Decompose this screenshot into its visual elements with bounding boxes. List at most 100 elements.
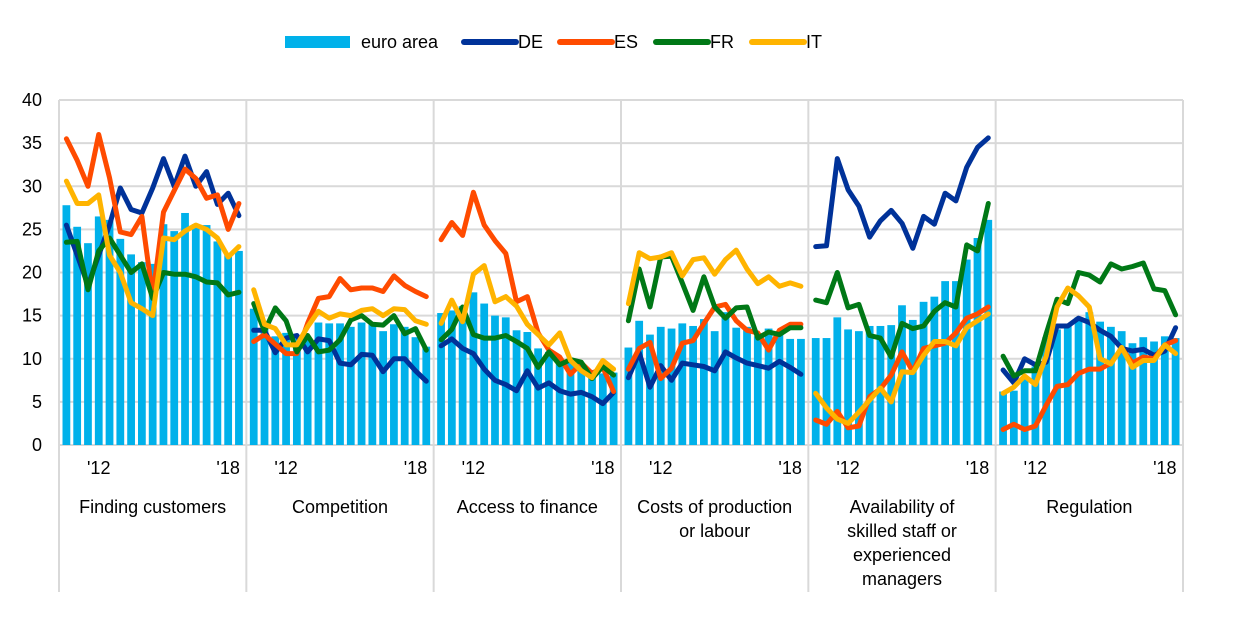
x-tick-label: '18 bbox=[591, 458, 614, 478]
bar-euro-area bbox=[1160, 336, 1169, 445]
panel-competition: '12 '18 Competition bbox=[249, 273, 431, 517]
legend-label: euro area bbox=[361, 32, 439, 52]
bar-euro-area bbox=[854, 331, 863, 445]
bar-euro-area bbox=[170, 231, 179, 445]
bar-euro-area bbox=[1139, 337, 1148, 445]
bar-euro-area bbox=[62, 205, 71, 445]
bar-euro-area bbox=[822, 338, 831, 445]
bar-euro-area bbox=[191, 224, 200, 445]
x-tick-label: '18 bbox=[404, 458, 427, 478]
bar-euro-area bbox=[930, 296, 939, 445]
bar-euro-area bbox=[480, 303, 489, 445]
line-de bbox=[813, 135, 991, 251]
bar-euro-area bbox=[181, 212, 189, 445]
bar-euro-area bbox=[919, 301, 928, 445]
y-tick-label: 20 bbox=[22, 263, 42, 283]
bar-euro-area bbox=[667, 328, 676, 445]
bar-euro-area bbox=[379, 331, 388, 445]
legend: euro area DE ES FR IT bbox=[285, 32, 822, 52]
y-axis: 0 5 10 15 20 25 30 35 40 bbox=[22, 90, 42, 455]
bar-euro-area bbox=[282, 332, 290, 445]
legend-item-euro-area: euro area bbox=[285, 32, 439, 52]
bar-euro-area bbox=[566, 360, 575, 445]
bar-euro-area bbox=[1128, 343, 1137, 445]
line-it bbox=[438, 263, 617, 381]
bar-euro-area bbox=[73, 226, 82, 445]
bar-euro-area bbox=[138, 262, 146, 445]
bar-euro-area bbox=[545, 351, 553, 445]
y-tick-label: 30 bbox=[22, 176, 42, 196]
bar-euro-area bbox=[1117, 331, 1126, 445]
x-tick-label: '18 bbox=[216, 458, 239, 478]
bar-euro-area bbox=[721, 312, 730, 445]
y-tick-label: 25 bbox=[22, 219, 42, 239]
bar-euro-area bbox=[336, 323, 344, 445]
legend-item-fr: FR bbox=[653, 32, 734, 52]
legend-label: DE bbox=[518, 32, 543, 52]
bar-euro-area bbox=[678, 323, 687, 445]
bar-euro-area bbox=[84, 243, 92, 445]
bar-euro-area bbox=[941, 281, 950, 445]
bar-euro-area bbox=[646, 334, 654, 445]
line-it bbox=[63, 178, 242, 319]
bar-euro-area bbox=[400, 326, 409, 445]
bar-euro-area bbox=[437, 313, 445, 445]
y-tick-label: 5 bbox=[32, 392, 42, 412]
line-fr bbox=[1000, 260, 1179, 379]
bar-euro-area bbox=[797, 338, 805, 445]
panel-costs-of-production-or-labour: '12 '18 Costs of production or labour bbox=[624, 247, 805, 541]
bar-euro-area bbox=[635, 320, 644, 445]
panel-finding-customers: '12 '18 Finding customers bbox=[62, 132, 243, 517]
bar-euro-area bbox=[292, 336, 301, 445]
x-tick-label: '12 bbox=[836, 458, 859, 478]
bar-euro-area bbox=[501, 317, 510, 445]
bar-euro-area bbox=[952, 281, 960, 445]
bar-euro-area bbox=[249, 308, 258, 445]
line-de bbox=[1000, 315, 1179, 386]
category-label: Availability of skilled staff or experienc… bbox=[847, 497, 957, 589]
x-tick-label: '12 bbox=[274, 458, 297, 478]
line-it bbox=[813, 311, 991, 426]
bar-euro-area bbox=[213, 241, 222, 445]
bar-euro-area bbox=[555, 358, 564, 445]
line-es bbox=[1000, 338, 1179, 432]
y-tick-label: 0 bbox=[32, 435, 42, 455]
bar-euro-area bbox=[469, 292, 478, 445]
bar-euro-area bbox=[422, 346, 431, 445]
bar-euro-area bbox=[1085, 312, 1094, 445]
x-tick-label: '18 bbox=[778, 458, 801, 478]
bar-euro-area bbox=[202, 225, 211, 445]
bar-euro-area bbox=[973, 238, 982, 445]
bar-euro-area bbox=[105, 219, 114, 445]
line-fr bbox=[625, 253, 804, 341]
panel-access-to-finance: '12 '18 Access to finance bbox=[437, 189, 618, 517]
legend-item-de: DE bbox=[461, 32, 543, 52]
line-es bbox=[251, 273, 429, 357]
legend-item-es: ES bbox=[557, 32, 638, 52]
bar-euro-area bbox=[1074, 317, 1083, 445]
bar-euro-area bbox=[303, 337, 312, 445]
y-tick-label: 15 bbox=[22, 306, 42, 326]
bar-euro-area bbox=[710, 331, 719, 445]
bar-euro-area bbox=[224, 254, 233, 445]
bar-euro-area bbox=[127, 254, 135, 445]
bar-euro-area bbox=[1107, 326, 1115, 445]
bar-euro-area bbox=[700, 319, 708, 445]
bar-euro-area bbox=[534, 348, 542, 445]
panel-regulation: '12 '18 Regulation bbox=[999, 260, 1180, 517]
x-tick-label: '12 bbox=[1024, 458, 1047, 478]
bar-euro-area bbox=[390, 324, 398, 445]
bar-euro-area bbox=[235, 250, 243, 445]
panel-availability-of-skilled-staff-or-experienced-managers: '12 '18 Availability of skilled staff or exp… bbox=[811, 135, 993, 589]
bar-euro-area bbox=[447, 310, 456, 445]
bar-euro-area bbox=[764, 328, 773, 445]
bar-euro-area bbox=[458, 306, 467, 445]
bar-euro-area bbox=[753, 336, 762, 445]
bar-euro-area bbox=[775, 332, 784, 445]
category-label: Regulation bbox=[1046, 497, 1132, 517]
bar-euro-area bbox=[962, 259, 971, 445]
x-tick-label: '18 bbox=[966, 458, 989, 478]
bar-euro-area bbox=[148, 263, 157, 445]
bar-euro-area bbox=[908, 319, 917, 445]
